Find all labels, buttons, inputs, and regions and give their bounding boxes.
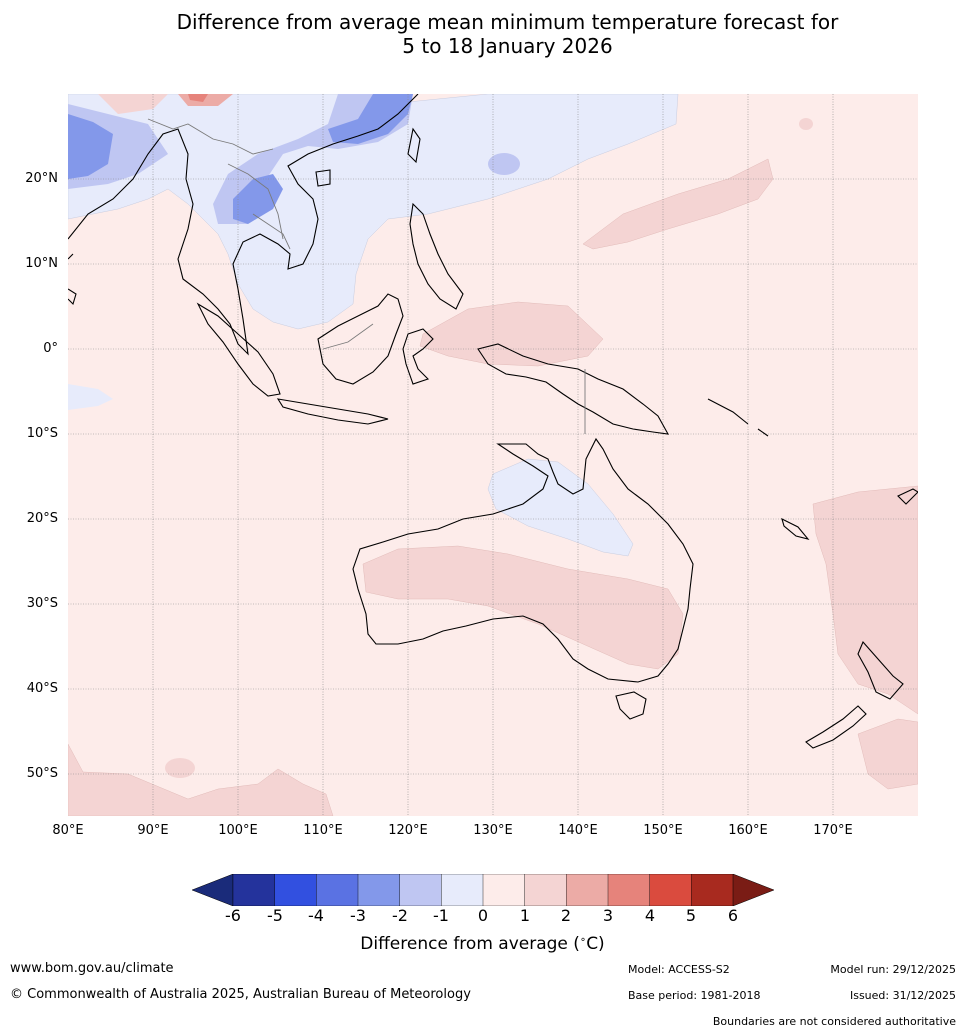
colorbar-tick-2: 2 (560, 906, 572, 925)
lon-label-170e: 170°E (813, 823, 853, 838)
coast-borneo (317, 293, 404, 385)
lon-label-140e: 140°E (558, 823, 598, 838)
colorbar-tick-1: 1 (519, 906, 531, 925)
graticule (68, 94, 918, 816)
title-line-1: Difference from average mean minimum tem… (176, 10, 839, 34)
warm-patch-south-indian (165, 758, 195, 778)
lon-label-100e: 100°E (218, 823, 258, 838)
country-boundaries (147, 118, 586, 434)
colorbar-label-unit: C) (586, 934, 605, 954)
coast-philippines (409, 202, 464, 310)
title-line-2: 5 to 18 January 2026 (402, 34, 613, 58)
coast-taiwan (407, 127, 421, 164)
colorbar-cell (691, 873, 734, 907)
disclaimer-text: Boundaries are not considered authoritat… (712, 1015, 956, 1028)
colorbar-tick-minus3: -3 (350, 906, 366, 925)
warm-anomaly-china-hot (188, 94, 208, 102)
warm-anomaly-australia (362, 545, 684, 670)
copyright-text: © Commonwealth of Australia 2025, Austra… (10, 987, 471, 1002)
warm-patch-pacific-small (799, 118, 813, 130)
warm-anomaly-china (98, 94, 168, 114)
colorbar-tick-5: 5 (685, 906, 697, 925)
colorbar-cell (357, 873, 401, 907)
lat-label-50s: 50°S (26, 766, 58, 781)
colorbar-tick-minus5: -5 (267, 906, 283, 925)
coast-australia (352, 437, 694, 683)
chart-title: Difference from average mean minimum tem… (0, 10, 965, 58)
colorbar-label: Difference from average (∘C) (360, 934, 605, 954)
forecast-map[interactable] (68, 94, 918, 816)
cool-anomaly-indochina (233, 174, 283, 224)
colorbar-svg (191, 873, 775, 907)
warm-anomaly-southern-ocean (68, 743, 334, 816)
lon-label-160e: 160°E (728, 823, 768, 838)
coast-new-caledonia (781, 517, 810, 540)
coast-new-zealand (805, 640, 904, 749)
coastlines (68, 94, 918, 749)
colorbar-cell (524, 873, 567, 907)
lat-label-20s: 20°S (26, 511, 58, 526)
coast-sulawesi (402, 328, 434, 385)
website-link[interactable]: www.bom.gov.au/climate (10, 961, 174, 976)
lat-label-30s: 30°S (26, 596, 58, 611)
colorbar-cell (274, 873, 317, 907)
colorbar-under-triangle (191, 873, 234, 907)
issued-text: Issued: 31/12/2025 (849, 989, 956, 1002)
colorbar-cell (649, 873, 692, 907)
coast-solomons (707, 398, 769, 437)
cool-patch-philippine-sea (488, 153, 520, 175)
lat-label-10n: 10°N (25, 256, 58, 271)
colorbar-over-triangle (732, 873, 775, 907)
colorbar-cell (232, 873, 276, 907)
warm-anomaly-new-guinea-north (419, 301, 604, 367)
coast-india-south (68, 253, 77, 306)
base-period-text: Base period: 1981-2018 (628, 989, 761, 1002)
warm-anomaly-pacific-north (582, 158, 774, 250)
coast-new-guinea (477, 343, 670, 435)
colorbar-cell (441, 873, 484, 907)
colorbar-cell (316, 873, 359, 907)
colorbar-tick-minus4: -4 (308, 906, 324, 925)
map-svg (68, 94, 918, 816)
colorbar-tick-minus2: -2 (392, 906, 408, 925)
coast-tasmania (615, 691, 647, 720)
cool-anomaly-china-strong (328, 94, 413, 144)
coast-hainan (315, 169, 331, 187)
colorbar-tick-4: 4 (644, 906, 656, 925)
colorbar-cell (607, 873, 651, 907)
model-text: Model: ACCESS-S2 (628, 963, 730, 976)
warm-anomaly-tasman (812, 485, 918, 715)
lon-label-110e: 110°E (303, 823, 343, 838)
lon-label-150e: 150°E (643, 823, 683, 838)
lat-label-10s: 10°S (26, 426, 58, 441)
lat-label-20n: 20°N (25, 171, 58, 186)
model-run-text: Model run: 29/12/2025 (830, 963, 956, 976)
coast-java (276, 398, 389, 425)
coast-asia-mainland (68, 94, 419, 356)
coast-sumatra (196, 302, 281, 397)
colorbar-tick-minus1: -1 (433, 906, 449, 925)
colorbar-tick-minus6: -6 (225, 906, 241, 925)
colorbar-tick-3: 3 (602, 906, 614, 925)
cool-anomaly-north-australia (487, 458, 634, 557)
colorbar-tick-0: 0 (477, 906, 489, 925)
colorbar-cell (399, 873, 442, 907)
lon-label-90e: 90°E (137, 823, 169, 838)
lat-label-0: 0° (43, 341, 58, 356)
colorbar-cell (566, 873, 609, 907)
colorbar-tick-6: 6 (727, 906, 739, 925)
colorbar-cell (482, 873, 526, 907)
lat-label-40s: 40°S (26, 681, 58, 696)
cool-anomaly-indian-ocean (68, 384, 113, 410)
cool-anomaly-asia (68, 94, 679, 330)
cool-anomaly-west-strong (68, 114, 113, 179)
colorbar (191, 873, 775, 910)
lon-label-120e: 120°E (388, 823, 428, 838)
lon-label-130e: 130°E (473, 823, 513, 838)
colorbar-cells (232, 873, 734, 907)
lon-label-80e: 80°E (52, 823, 84, 838)
colorbar-label-text: Difference from average ( (360, 934, 580, 954)
coast-fiji (897, 488, 918, 505)
